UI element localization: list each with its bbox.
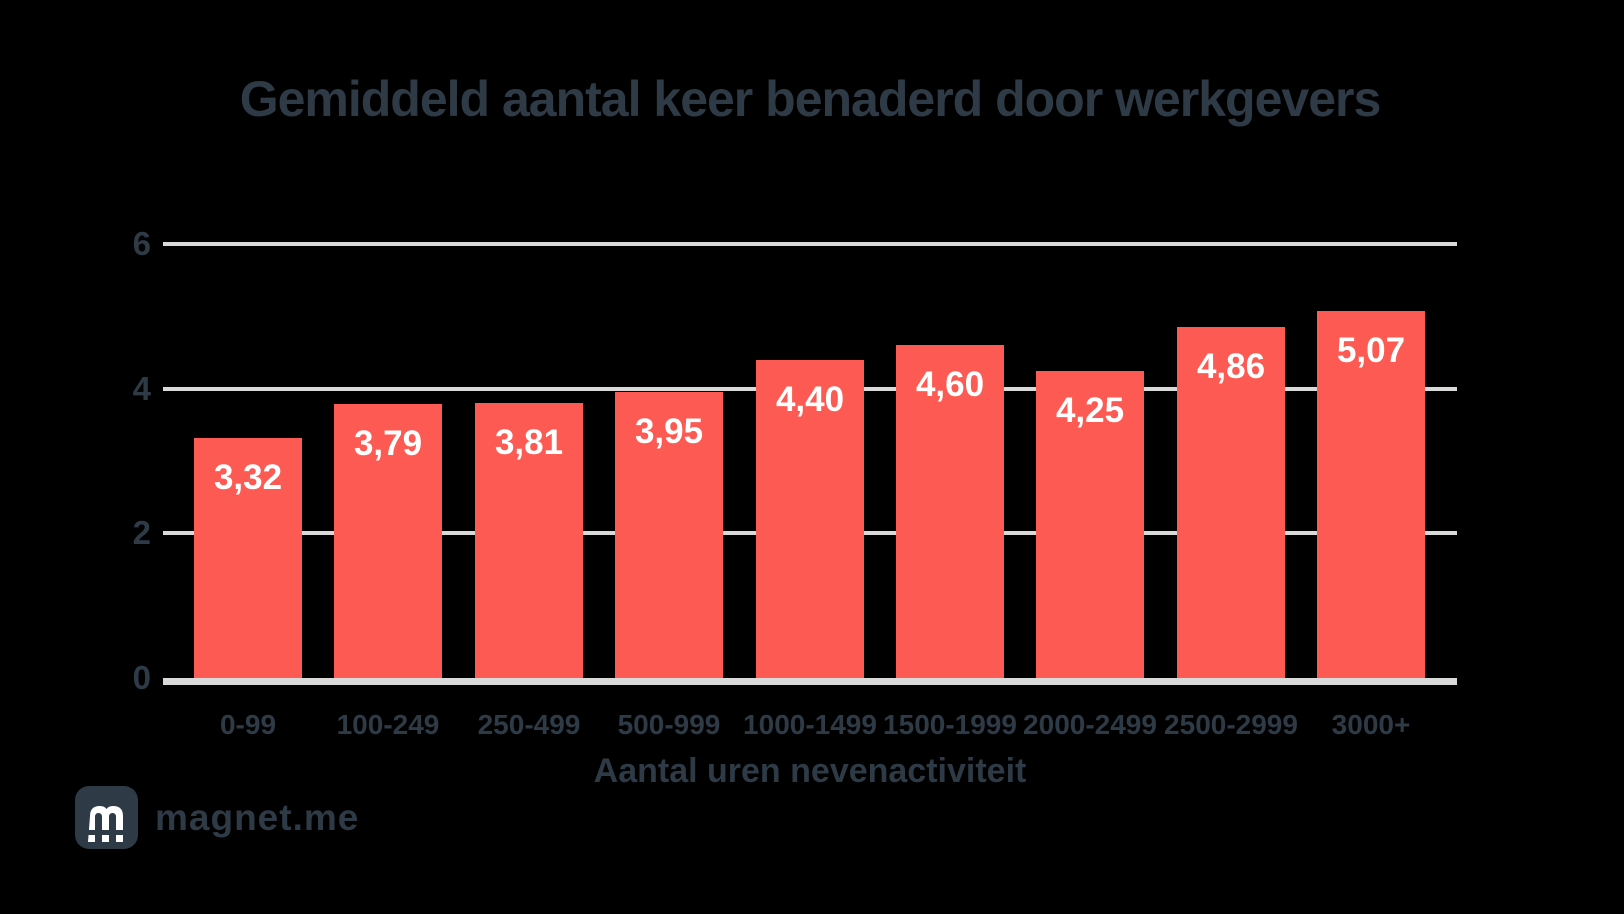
y-tick-label-2: 2 bbox=[132, 514, 151, 551]
bar-value-label: 4,60 bbox=[915, 365, 985, 404]
bar-1500-1999: 4,60 bbox=[896, 345, 1004, 678]
y-tick-label-6: 6 bbox=[132, 225, 151, 262]
bar-value-label: 3,79 bbox=[353, 424, 423, 463]
bar-value-label: 5,07 bbox=[1336, 331, 1406, 370]
chart-title: Gemiddeld aantal keer benaderd door werk… bbox=[239, 71, 1382, 127]
bar-value-label: 4,40 bbox=[775, 380, 845, 419]
x-tick-label-1000-1499: 1000-1499 bbox=[743, 709, 877, 740]
x-tick-label-500-999: 500-999 bbox=[617, 709, 721, 740]
x-axis-title: Aantal uren nevenactiviteit bbox=[593, 752, 1027, 790]
bar-3000+: 5,07 bbox=[1317, 311, 1425, 678]
x-tick-label-0-99: 0-99 bbox=[219, 709, 277, 740]
y-tick-label-0: 0 bbox=[132, 659, 151, 696]
bar-500-999: 3,95 bbox=[615, 392, 723, 678]
x-tick-label-2500-2999: 2500-2999 bbox=[1164, 709, 1298, 740]
bar-value-label: 3,81 bbox=[494, 423, 564, 462]
x-tick-label-100-249: 100-249 bbox=[336, 709, 440, 740]
bar-0-99: 3,32 bbox=[194, 438, 302, 678]
bar-2000-2499: 4,25 bbox=[1036, 371, 1144, 678]
bar-value-label: 3,32 bbox=[213, 458, 283, 497]
bar-value-label: 4,25 bbox=[1055, 391, 1125, 430]
bar-1000-1499: 4,40 bbox=[756, 360, 864, 678]
gridline-y-6 bbox=[163, 242, 1457, 246]
bar-2500-2999: 4,86 bbox=[1177, 327, 1285, 678]
bar-value-label: 4,86 bbox=[1196, 347, 1266, 386]
x-tick-label-250-499: 250-499 bbox=[477, 709, 581, 740]
y-tick-label-4: 4 bbox=[132, 370, 151, 407]
x-axis-line bbox=[163, 678, 1457, 685]
x-tick-label-1500-1999: 1500-1999 bbox=[883, 709, 1017, 740]
magnet-m-icon bbox=[75, 786, 138, 849]
brand-name: magnet.me bbox=[155, 797, 360, 838]
bar-value-label: 3,95 bbox=[634, 412, 704, 451]
bar-250-499: 3,81 bbox=[475, 403, 583, 678]
x-tick-label-2000-2499: 2000-2499 bbox=[1023, 709, 1157, 740]
x-tick-label-3000+: 3000+ bbox=[1331, 709, 1411, 740]
bar-100-249: 3,79 bbox=[334, 404, 442, 678]
